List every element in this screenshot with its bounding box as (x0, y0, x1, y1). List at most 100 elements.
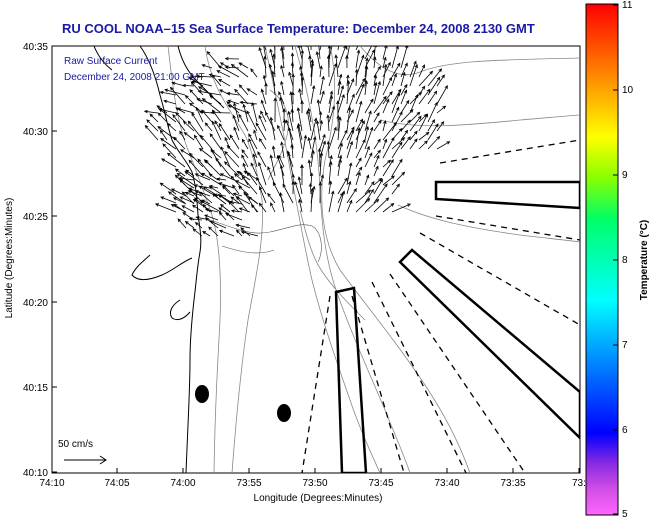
current-vector (290, 52, 295, 69)
x-tick-label: 74:10 (39, 478, 64, 489)
current-vector (218, 229, 235, 237)
current-vector (391, 141, 403, 159)
y-tick-label: 40:20 (23, 298, 48, 309)
current-vector (310, 136, 317, 159)
current-vector (202, 231, 211, 237)
current-vector (400, 89, 408, 105)
current-vector (328, 105, 335, 123)
current-vector (309, 172, 314, 186)
current-vector (209, 133, 222, 150)
current-vector (258, 161, 267, 186)
data-gap-marker (277, 404, 291, 422)
current-vector (233, 173, 243, 181)
current-vector (228, 200, 243, 205)
current-vector (251, 102, 258, 123)
current-vector (259, 137, 267, 150)
current-vector (229, 134, 240, 150)
current-vector (236, 170, 251, 181)
current-vector (211, 120, 222, 141)
current-vector (294, 181, 303, 204)
current-vector (337, 46, 340, 51)
current-vector (436, 105, 447, 114)
current-vector (346, 46, 350, 60)
current-vector (307, 136, 312, 150)
current-vector (319, 140, 326, 159)
current-vector (204, 122, 213, 132)
current-vector (264, 46, 267, 51)
current-vector (241, 138, 249, 150)
current-vector (217, 65, 240, 78)
current-vector (258, 114, 267, 132)
current-vector (177, 218, 187, 229)
current-vector (373, 81, 378, 96)
current-vector (391, 62, 401, 78)
current-vector (427, 123, 439, 141)
current-vector (194, 173, 211, 181)
current-vector (192, 228, 203, 237)
current-vector (355, 189, 371, 204)
y-tick-label: 40:15 (23, 383, 48, 394)
current-vector (319, 133, 326, 150)
surface-current-vectors (143, 46, 451, 237)
current-vector (259, 185, 267, 204)
current-vector (315, 119, 321, 141)
current-vector (188, 159, 204, 177)
current-vector (310, 46, 312, 51)
current-vector (373, 74, 378, 87)
current-vector (287, 152, 294, 177)
x-axis-label: Longitude (Degrees:Minutes) (254, 493, 383, 504)
current-vector (315, 51, 321, 69)
x-tick-labels: 74:10 74:05 74:00 73:55 73:50 73:45 73:4… (39, 478, 591, 489)
current-vector (216, 177, 227, 181)
x-tick-label: 74:05 (104, 478, 129, 489)
current-vector (318, 181, 323, 204)
current-vector (232, 184, 240, 195)
current-vector (232, 114, 240, 132)
current-vector (346, 129, 355, 150)
current-vector (391, 88, 402, 105)
current-vector (193, 184, 211, 189)
current-vector (364, 174, 370, 186)
current-vector (216, 70, 231, 78)
current-vector (208, 73, 222, 78)
current-vector (208, 184, 219, 189)
current-vector (258, 202, 267, 213)
current-vector (172, 197, 187, 205)
current-vector (400, 46, 409, 69)
current-vector (316, 99, 321, 114)
x-tick-label: 73:55 (236, 478, 261, 489)
current-vector (328, 126, 337, 150)
current-vector (252, 153, 258, 168)
current-vector (436, 120, 445, 132)
current-vector (173, 136, 186, 150)
x-tick-label: 73:50 (302, 478, 327, 489)
current-vector (307, 159, 312, 177)
colorbar-tick-label: 7 (622, 340, 628, 351)
current-vector (400, 83, 408, 96)
current-vector (373, 183, 388, 204)
current-vector (218, 78, 231, 87)
current-vector (214, 120, 222, 132)
current-vector (427, 90, 438, 105)
current-vector (160, 196, 177, 204)
current-vector (364, 188, 374, 204)
current-vector (355, 171, 361, 186)
current-vector (188, 76, 204, 87)
current-vector (235, 229, 243, 237)
current-vector (195, 74, 213, 79)
current-vector (248, 133, 258, 150)
current-vector (319, 151, 324, 177)
colorbar-tick-label: 10 (622, 85, 634, 96)
current-vector (170, 204, 187, 213)
current-vector (260, 99, 267, 114)
current-vector (301, 46, 303, 51)
current-vector (218, 207, 227, 213)
current-vector (263, 46, 267, 60)
current-vector (355, 83, 365, 105)
current-vector (194, 197, 203, 205)
current-vector (409, 63, 418, 87)
current-vector (240, 230, 259, 237)
current-vector (300, 163, 304, 186)
current-vector (391, 92, 401, 114)
y-tick-label: 40:10 (23, 468, 48, 479)
